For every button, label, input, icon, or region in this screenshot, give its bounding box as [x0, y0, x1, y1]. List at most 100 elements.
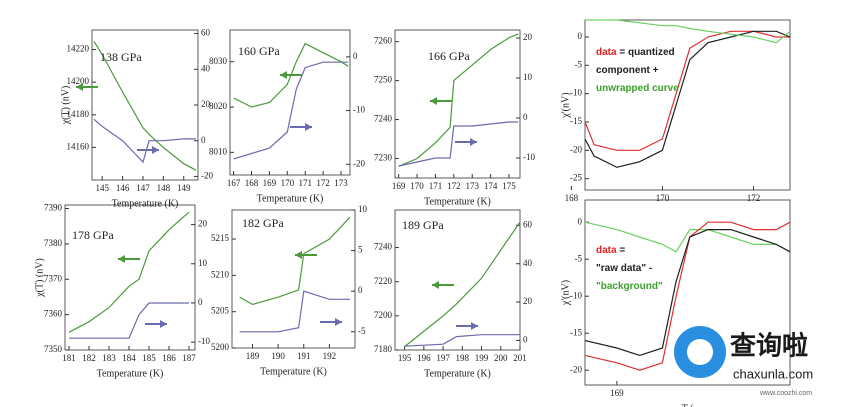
watermark-name: 查询啦	[730, 331, 808, 362]
plot-frame	[584, 19, 791, 191]
arrow-head	[335, 318, 342, 326]
series-line	[239, 216, 351, 306]
x-axis-label: Temperature (K)	[112, 198, 179, 209]
y2-tick-label: 0	[353, 51, 358, 61]
series-line	[93, 118, 196, 164]
y-tick-label: 14200	[67, 76, 90, 86]
panel-title: 189 GPa	[402, 218, 444, 232]
x-tick-label: 167	[227, 178, 241, 188]
y-tick-label: 7230	[374, 153, 393, 163]
annotation-part: unwrapped curve	[596, 83, 679, 94]
x-tick-label: 173	[334, 178, 348, 188]
y-tick-label: 7260	[374, 36, 393, 46]
arrow-head	[305, 123, 312, 131]
series-line	[68, 211, 190, 333]
x-axis-label: Temperature (K)	[97, 368, 164, 379]
y-tick-label: 5210	[211, 269, 230, 279]
x-tick-label: 171	[298, 178, 312, 188]
series-line	[239, 290, 350, 333]
series-line	[584, 30, 791, 168]
y-tick-label: 7370	[44, 273, 63, 283]
watermark-logo-inner	[687, 339, 713, 365]
y-tick-label: 8010	[209, 146, 228, 156]
y-tick-label: 7220	[374, 276, 393, 286]
y-tick-label: 14180	[67, 109, 90, 119]
y-axis-label: χ'(nV)	[560, 280, 571, 306]
y2-tick-label: 20	[201, 99, 211, 109]
y-tick-label: 7200	[374, 310, 393, 320]
x-tick-label: 175	[502, 181, 516, 191]
arrow-head	[118, 255, 125, 263]
y-tick-label: 7240	[374, 114, 393, 124]
y-tick-label: 5200	[211, 342, 230, 352]
x-tick-label: 148	[157, 183, 171, 193]
y-tick-label: -10	[570, 88, 582, 98]
x-tick-label: 174	[484, 181, 498, 191]
y2-tick-label: -20	[201, 170, 213, 180]
y-tick-label: 7360	[44, 309, 63, 319]
y2-tick-label: -20	[353, 158, 365, 168]
y-axis-label: χ(T) (nV)	[60, 86, 71, 126]
y-tick-label: -25	[570, 173, 582, 183]
plot-frame	[394, 209, 521, 351]
y-tick-label: -15	[570, 116, 582, 126]
x-axis-label: Temperature (K)	[260, 366, 327, 377]
annotation: data = quantized	[596, 47, 675, 58]
series-line	[585, 19, 791, 44]
series-line	[93, 41, 197, 171]
y2-tick-label: 20	[523, 32, 533, 42]
x-tick-label: 172	[447, 181, 461, 191]
y-tick-label: 5215	[211, 233, 230, 243]
annotation-part: data	[596, 245, 617, 256]
y2-tick-label: 10	[198, 258, 208, 268]
x-tick-label: 173	[465, 181, 479, 191]
annotation-part: = quantized	[617, 47, 675, 58]
series-line	[584, 30, 790, 151]
y2-tick-label: 20	[198, 219, 208, 229]
x-tick-label: 190	[271, 351, 285, 361]
x-tick-label: 172	[316, 178, 330, 188]
x-axis-label: Temperature (K)	[424, 196, 491, 207]
x-tick-label: 169	[263, 178, 277, 188]
series-line	[233, 42, 349, 108]
y2-tick-label: 0	[201, 135, 206, 145]
y-tick-label: 7380	[44, 238, 63, 248]
y2-tick-label: 60	[201, 28, 211, 38]
x-tick-label: 192	[323, 351, 337, 361]
annotation: "background"	[596, 281, 663, 292]
y-tick-label: 14220	[67, 44, 90, 54]
y-tick-label: 0	[578, 31, 583, 41]
arrow-head	[295, 251, 302, 259]
annotation: "raw data" -	[596, 263, 652, 274]
y2-tick-label: 20	[523, 296, 533, 306]
y-tick-label: -5	[575, 59, 583, 69]
x-tick-label: 187	[182, 353, 196, 363]
x-tick-label: 183	[102, 353, 116, 363]
y-tick-label: 7180	[374, 344, 393, 354]
x-tick-label: 145	[95, 183, 109, 193]
y2-tick-label: 40	[201, 63, 211, 73]
y-tick-label: -15	[570, 327, 582, 337]
y-tick-label: 7240	[374, 242, 393, 252]
series-line	[404, 221, 521, 348]
y-tick-label: 7250	[374, 75, 393, 85]
series-line	[233, 61, 349, 160]
y-axis-label: χ(T) (nV)	[34, 258, 45, 298]
annotation-part: "background"	[596, 281, 663, 292]
y2-tick-label: 60	[523, 219, 533, 229]
annotation-part: =	[617, 245, 626, 256]
y-tick-label: 8030	[209, 56, 228, 66]
x-axis-label: Temperature (K)	[424, 368, 491, 379]
series-line	[398, 33, 519, 167]
y-tick-label: 5205	[211, 306, 230, 316]
x-tick-label: 170	[656, 193, 670, 203]
annotation: unwrapped curve	[596, 83, 679, 94]
x-tick-label: 198	[456, 353, 470, 363]
y2-tick-label: -10	[523, 152, 535, 162]
y2-tick-label: -5	[358, 326, 366, 336]
annotation: component +	[596, 65, 659, 76]
panel-title: 160 GPa	[238, 44, 280, 58]
panel-title: 166 GPa	[428, 49, 470, 63]
x-tick-label: 195	[398, 353, 412, 363]
